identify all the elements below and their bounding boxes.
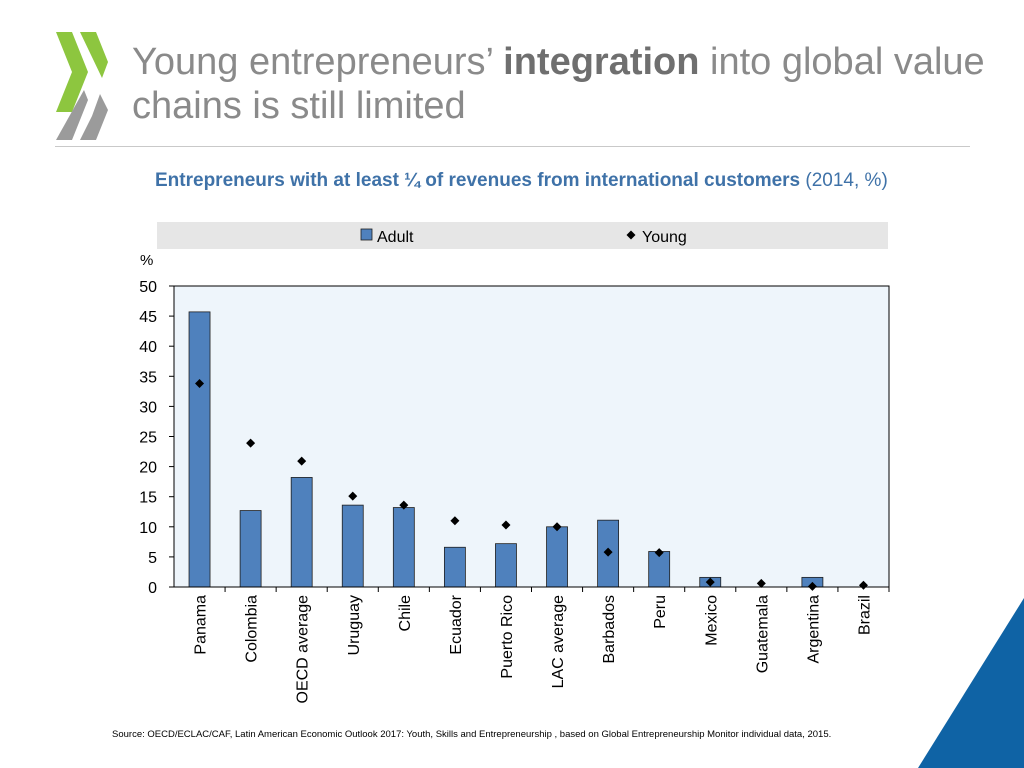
y-tick-label: 40 — [139, 339, 157, 356]
marker-young — [246, 438, 256, 448]
title-text-1: Young entrepreneurs’ — [132, 41, 504, 83]
slide-title: Young entrepreneurs’ integration into gl… — [132, 40, 992, 128]
marker-young — [501, 520, 511, 530]
bar-adult — [546, 526, 568, 588]
y-tick-label: 10 — [139, 520, 157, 537]
logo-green-chevron-right — [80, 32, 108, 78]
x-category-label: Chile — [397, 595, 414, 632]
marker-young — [297, 456, 307, 466]
y-tick-label: 5 — [148, 550, 157, 567]
title-bold-text: integration — [503, 41, 700, 83]
y-tick-label: 0 — [148, 580, 157, 597]
bar-chart: Adult Young % 0 5 10 15 20 25 30 35 40 45 50 Panam… — [139, 222, 890, 704]
chart-legend: Adult Young — [157, 222, 888, 249]
bar-adult — [443, 546, 466, 588]
source-note: Source: OECD/ECLAC/CAF, Latin American E… — [112, 729, 832, 740]
x-category-label: OECD average — [295, 595, 312, 704]
marker-young — [348, 491, 358, 501]
x-category-label: Brazil — [856, 595, 873, 635]
logo-gray-chevron-right — [80, 94, 108, 140]
marker-young — [552, 522, 562, 532]
bar-adult — [290, 477, 313, 588]
title-text-2: into global value chains is still limite… — [132, 41, 985, 127]
bar-adult — [239, 510, 262, 588]
legend-adult-label: Adult — [377, 229, 414, 246]
marker-young — [195, 379, 205, 389]
marker-young — [654, 548, 664, 558]
subtitle-normal-text: (2014, %) — [800, 170, 888, 191]
y-axis-unit-label: % — [140, 252, 153, 269]
y-tick-label: 15 — [139, 490, 157, 507]
marker-young — [705, 577, 715, 587]
y-tick-label: 20 — [139, 460, 157, 477]
x-axis-labels: Panama Colombia OECD average Uruguay Chile Ec… — [174, 586, 890, 704]
legend-background — [157, 222, 888, 249]
subtitle-bold-text: Entrepreneurs with at least ¼ of revenue… — [155, 170, 801, 191]
x-category-label: Argentina — [805, 595, 822, 664]
bar-adult — [392, 507, 415, 588]
title-divider — [55, 146, 970, 147]
y-tick-label: 30 — [139, 399, 157, 416]
legend-adult-swatch — [360, 228, 373, 241]
x-category-label: Colombia — [244, 595, 261, 663]
y-tick-label: 45 — [139, 309, 157, 326]
marker-young — [450, 516, 460, 526]
bar-adult — [188, 311, 211, 588]
y-tick-label: 35 — [139, 369, 157, 386]
legend-young-label: Young — [642, 229, 687, 246]
x-category-label: Peru — [652, 595, 669, 629]
marker-young — [756, 578, 766, 588]
bar-adult — [495, 543, 517, 588]
logo-gray-chevron-left — [56, 90, 88, 140]
marker-young — [603, 547, 613, 557]
logo-green-chevron-left — [56, 32, 88, 112]
x-category-label: Barbados — [601, 595, 618, 664]
x-category-label: LAC average — [550, 595, 567, 688]
bar-adult — [341, 504, 364, 588]
y-tick-label: 25 — [139, 430, 157, 447]
y-axis: 0 5 10 15 20 25 30 35 40 45 50 — [139, 279, 174, 597]
x-category-label: Mexico — [703, 595, 720, 646]
y-tick-label: 50 — [139, 279, 157, 296]
x-category-label: Ecuador — [448, 594, 465, 654]
oecd-chevron-logo — [56, 32, 108, 140]
marker-young — [807, 581, 817, 591]
x-category-label: Panama — [193, 595, 210, 655]
young-markers — [195, 379, 868, 591]
chart-subtitle: Entrepreneurs with at least ¼ of revenue… — [155, 170, 895, 192]
x-category-label: Puerto Rico — [499, 595, 516, 679]
marker-young — [399, 500, 409, 510]
x-category-label: Guatemala — [754, 595, 771, 673]
x-category-label: Uruguay — [346, 595, 363, 655]
plot-area — [173, 285, 890, 588]
legend-young-marker — [626, 230, 636, 240]
